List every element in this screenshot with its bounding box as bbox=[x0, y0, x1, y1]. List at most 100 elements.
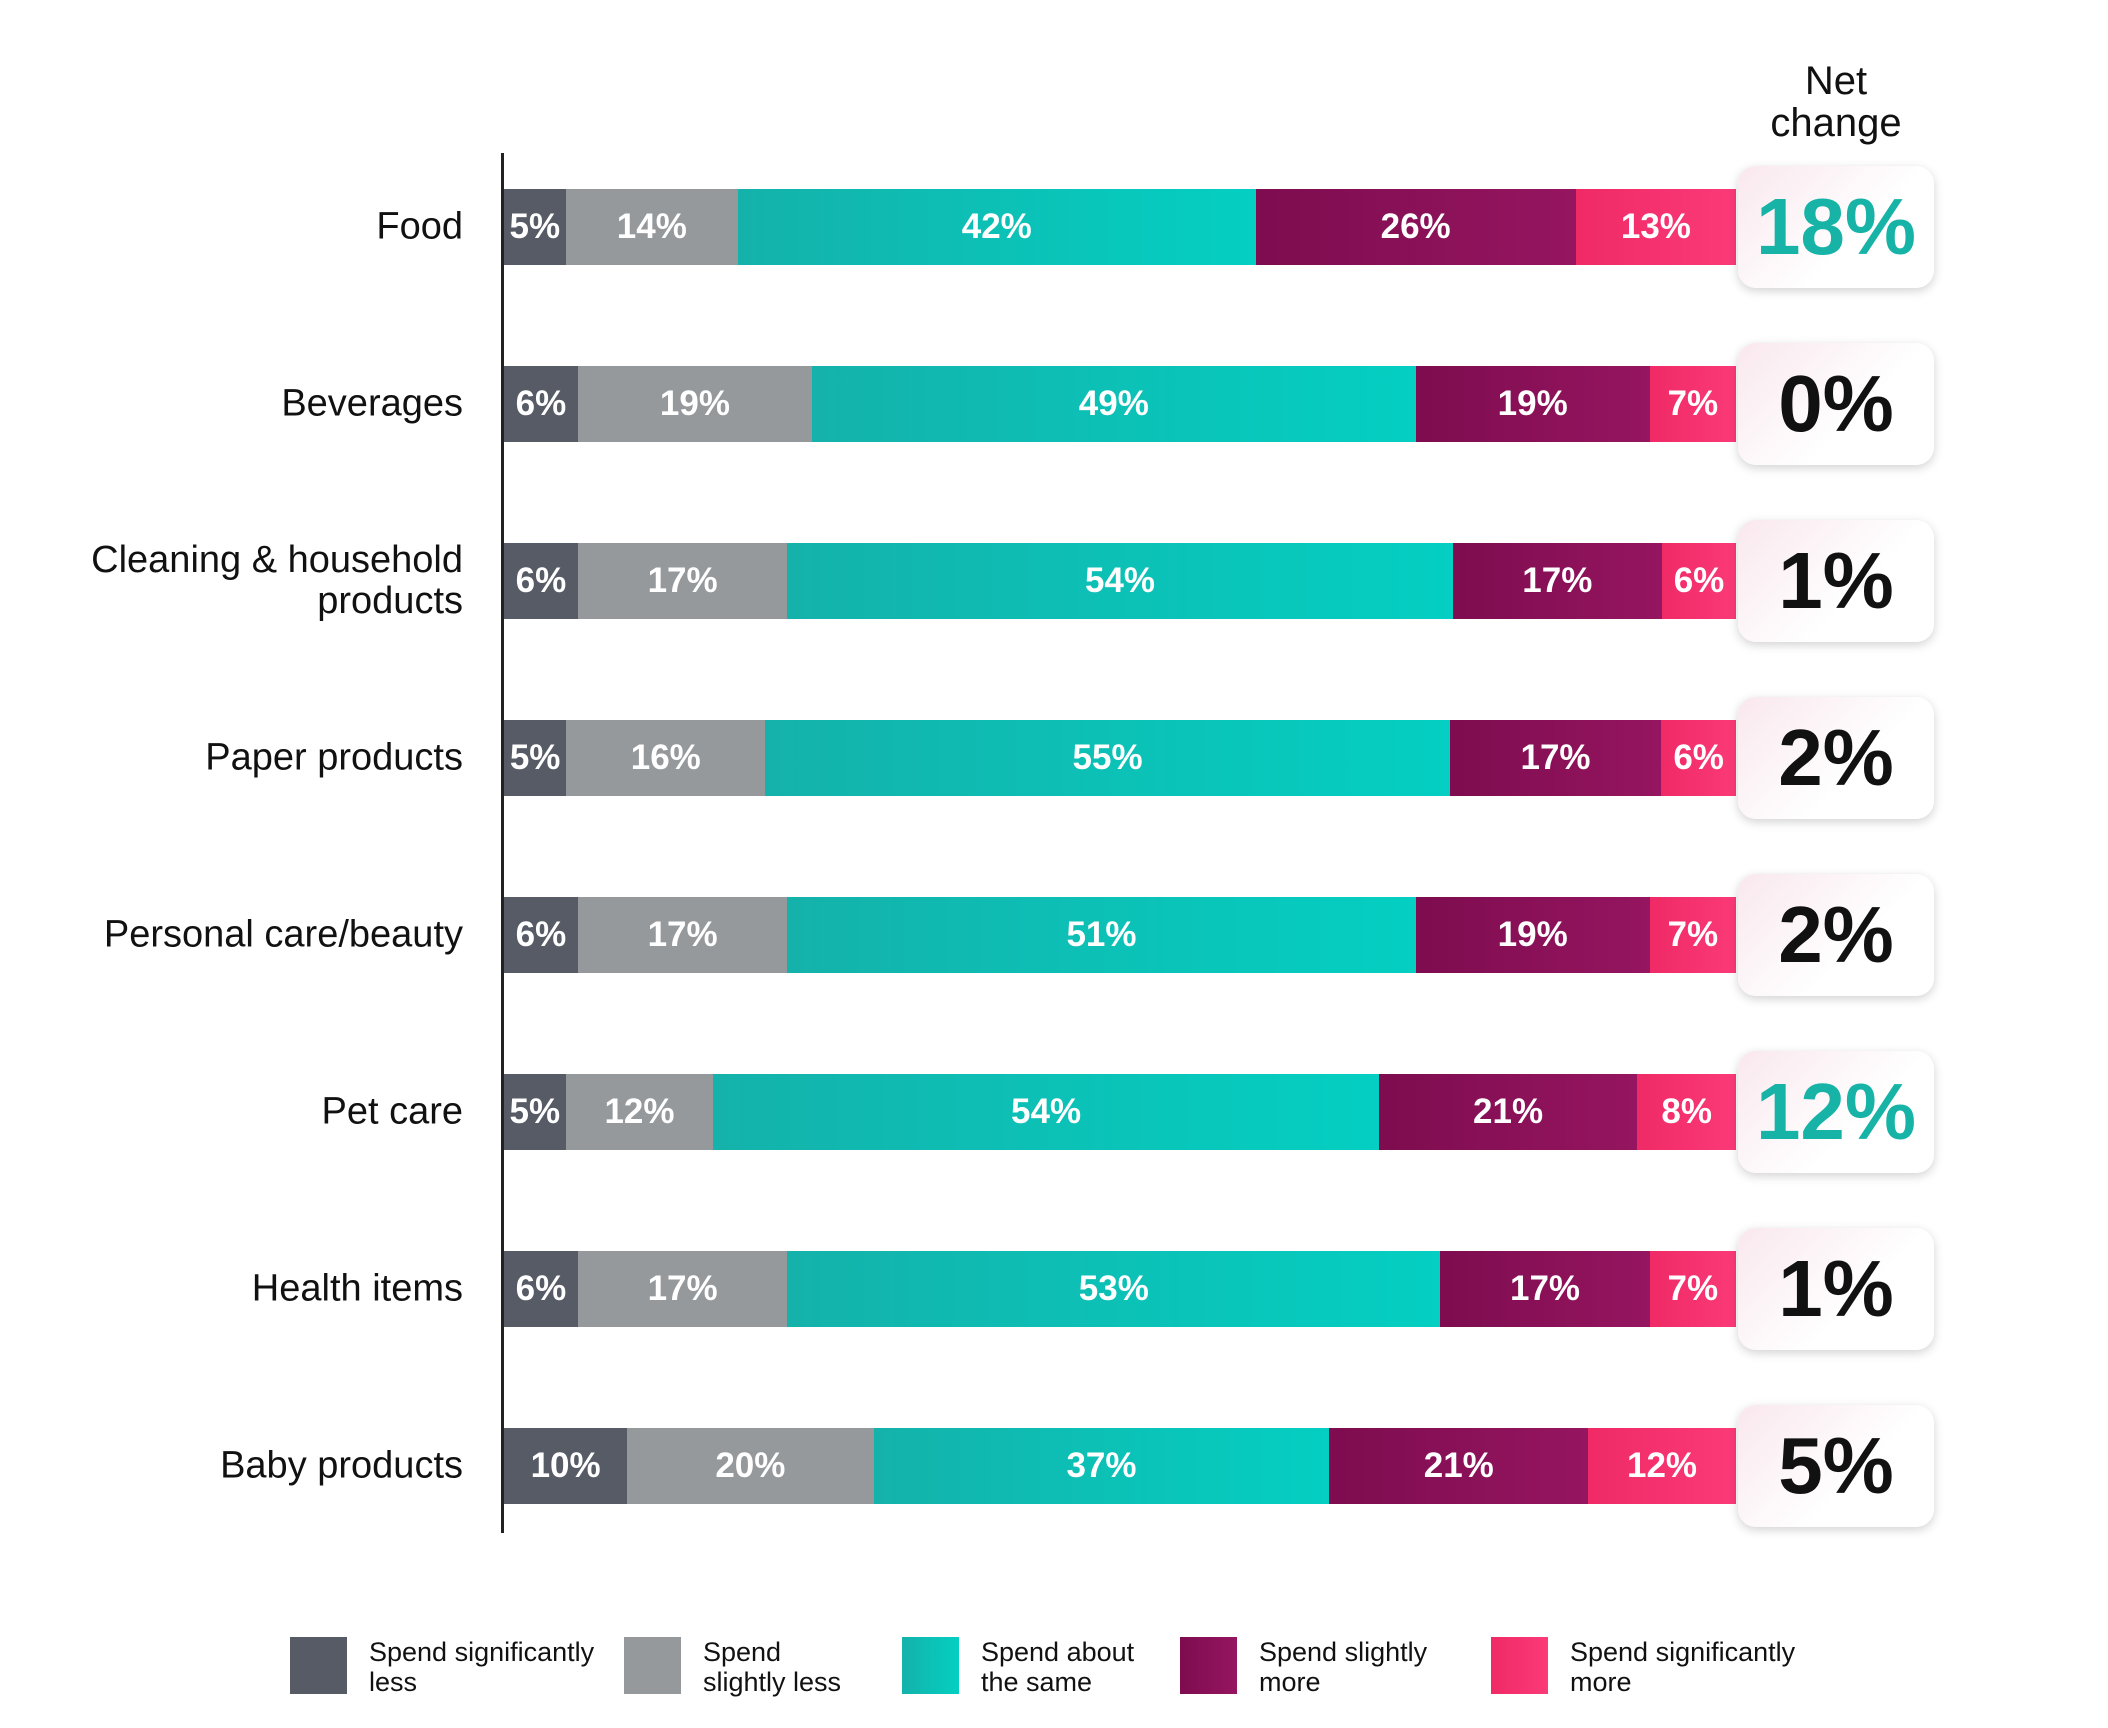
net-change-badge: 18% bbox=[1738, 166, 1934, 288]
data-label: 12% bbox=[604, 1092, 675, 1131]
data-label: 6% bbox=[515, 561, 567, 600]
data-label: 19% bbox=[659, 384, 730, 423]
legend-swatch bbox=[1491, 1637, 1548, 1694]
bar-segment: 5% bbox=[504, 720, 567, 796]
bar-segment: 12% bbox=[565, 1074, 714, 1150]
net-change-title: Net change bbox=[1770, 59, 1902, 145]
data-label: 6% bbox=[1673, 738, 1724, 777]
bar-segment: 26% bbox=[1255, 189, 1576, 265]
data-label: 49% bbox=[1078, 384, 1149, 423]
net-change-badge: 1% bbox=[1738, 1228, 1934, 1350]
stacked-bar: 6% 17% 53% 17% 7% bbox=[504, 1251, 1736, 1327]
data-label: 5% bbox=[509, 207, 561, 246]
data-label: 5% bbox=[509, 1092, 561, 1131]
bar-segment: 16% bbox=[566, 720, 766, 796]
category-label: Personal care/beauty bbox=[103, 913, 463, 956]
category-label: Paper products bbox=[205, 736, 463, 779]
data-label: 55% bbox=[1072, 738, 1143, 777]
data-label: 54% bbox=[1011, 1092, 1082, 1131]
bar-segment: 19% bbox=[577, 366, 812, 442]
category-label: Cleaning & household products bbox=[91, 539, 463, 622]
data-label: 5% bbox=[509, 738, 561, 777]
data-label: 19% bbox=[1497, 915, 1568, 954]
bar-segment: 21% bbox=[1329, 1428, 1589, 1504]
stacked-bar: 6% 17% 51% 19% 7% bbox=[504, 897, 1736, 973]
legend-item: Spend slightly less bbox=[624, 1637, 863, 1697]
bar-segment: 6% bbox=[1662, 543, 1736, 619]
y-axis-line bbox=[501, 153, 504, 1533]
data-label: 14% bbox=[616, 207, 687, 246]
bar-segment: 54% bbox=[713, 1074, 1379, 1150]
legend-label: Spend slightly less bbox=[703, 1637, 842, 1697]
stacked-bar: 6% 17% 54% 17% 6% bbox=[504, 543, 1736, 619]
data-label: 17% bbox=[647, 915, 718, 954]
stacked-bar: 5% 14% 42% 26% 13% bbox=[504, 189, 1736, 265]
bar-segment: 49% bbox=[811, 366, 1416, 442]
legend-item: Spend about the same bbox=[902, 1637, 1161, 1697]
bar-segment: 17% bbox=[1440, 1251, 1650, 1327]
bar-segment: 12% bbox=[1588, 1428, 1736, 1504]
data-label: 42% bbox=[961, 207, 1032, 246]
data-label: 17% bbox=[1522, 561, 1593, 600]
bar-segment: 6% bbox=[504, 543, 578, 619]
data-label: 17% bbox=[647, 561, 718, 600]
bar-segment: 7% bbox=[1649, 897, 1736, 973]
legend-swatch bbox=[290, 1637, 347, 1694]
bar-segment: 6% bbox=[504, 366, 578, 442]
data-label: 7% bbox=[1667, 384, 1719, 423]
bar-segment: 19% bbox=[1415, 897, 1650, 973]
bar-segment: 54% bbox=[787, 543, 1453, 619]
data-label: 12% bbox=[1627, 1446, 1698, 1485]
data-label: 17% bbox=[1520, 738, 1591, 777]
net-change-badge: 2% bbox=[1738, 697, 1934, 819]
data-label: 54% bbox=[1084, 561, 1155, 600]
data-label: 21% bbox=[1423, 1446, 1494, 1485]
data-label: 21% bbox=[1473, 1092, 1544, 1131]
data-label: 7% bbox=[1667, 915, 1719, 954]
data-label: 37% bbox=[1066, 1446, 1137, 1485]
data-label: 10% bbox=[530, 1446, 601, 1485]
legend-item: Spend significantly more bbox=[1491, 1637, 1830, 1697]
legend-swatch bbox=[902, 1637, 959, 1694]
data-label: 17% bbox=[647, 1269, 718, 1308]
data-label: 7% bbox=[1667, 1269, 1719, 1308]
data-label: 20% bbox=[715, 1446, 786, 1485]
legend-item: Spend significantly less bbox=[290, 1637, 599, 1697]
bar-segment: 7% bbox=[1649, 1251, 1736, 1327]
bar-segment: 17% bbox=[1449, 720, 1662, 796]
data-label: 17% bbox=[1509, 1269, 1581, 1308]
bar-segment: 5% bbox=[504, 189, 566, 265]
data-label: 51% bbox=[1066, 915, 1137, 954]
bar-segment: 17% bbox=[577, 897, 788, 973]
bar-segment: 5% bbox=[504, 1074, 566, 1150]
category-label: Baby products bbox=[220, 1444, 463, 1487]
stacked-bar: 5% 12% 54% 21% 8% bbox=[504, 1074, 1736, 1150]
legend-label: Spend significantly more bbox=[1570, 1637, 1796, 1697]
bar-segment: 17% bbox=[577, 1251, 788, 1327]
bar-segment: 37% bbox=[873, 1428, 1330, 1504]
bar-segment: 6% bbox=[504, 1251, 578, 1327]
legend-label: Spend slightly more bbox=[1259, 1637, 1428, 1697]
bar-segment: 42% bbox=[738, 189, 1256, 265]
bar-segment: 6% bbox=[1661, 720, 1736, 796]
data-label: 6% bbox=[515, 915, 567, 954]
data-label: 16% bbox=[630, 738, 701, 777]
legend-swatch bbox=[624, 1637, 681, 1694]
legend-label: Spend significantly less bbox=[369, 1637, 595, 1697]
bar-segment: 8% bbox=[1637, 1074, 1736, 1150]
data-label: 13% bbox=[1620, 207, 1691, 246]
data-label: 8% bbox=[1661, 1092, 1712, 1131]
category-label: Pet care bbox=[321, 1090, 463, 1133]
net-change-badge: 1% bbox=[1738, 520, 1934, 642]
category-label: Food bbox=[376, 205, 463, 248]
legend-label: Spend about the same bbox=[981, 1637, 1135, 1697]
net-change-badge: 12% bbox=[1738, 1051, 1934, 1173]
data-label: 53% bbox=[1078, 1269, 1149, 1308]
net-change-badge: 0% bbox=[1738, 343, 1934, 465]
net-change-badge: 5% bbox=[1738, 1405, 1934, 1527]
stacked-bar: 6% 19% 49% 19% 7% bbox=[504, 366, 1736, 442]
bar-segment: 13% bbox=[1575, 189, 1736, 265]
data-label: 6% bbox=[515, 1269, 567, 1308]
data-label: 26% bbox=[1380, 207, 1451, 246]
data-label: 6% bbox=[1673, 561, 1725, 600]
